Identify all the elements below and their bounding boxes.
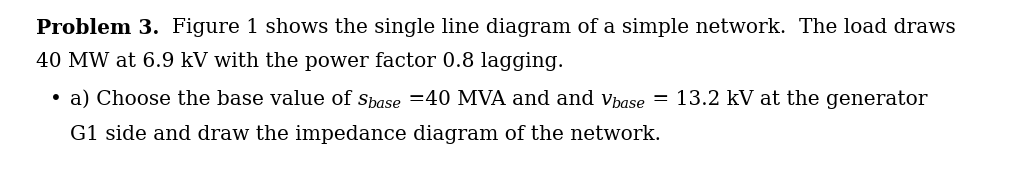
Text: s: s (357, 90, 368, 109)
Text: a) Choose the base value of: a) Choose the base value of (70, 90, 357, 109)
Text: base: base (611, 97, 646, 111)
Text: G1 side and draw the impedance diagram of the network.: G1 side and draw the impedance diagram o… (70, 125, 662, 144)
Text: =40 MVA and and: =40 MVA and and (401, 90, 600, 109)
Text: v: v (600, 90, 611, 109)
Text: 40 MW at 6.9 kV with the power factor 0.8 lagging.: 40 MW at 6.9 kV with the power factor 0.… (36, 52, 564, 71)
Text: = 13.2 kV at the generator: = 13.2 kV at the generator (646, 90, 928, 109)
Text: base: base (368, 97, 401, 111)
Text: Figure 1 shows the single line diagram of a simple network.  The load draws: Figure 1 shows the single line diagram o… (172, 18, 955, 37)
Text: •: • (50, 90, 61, 109)
Text: Problem 3.: Problem 3. (36, 18, 160, 38)
